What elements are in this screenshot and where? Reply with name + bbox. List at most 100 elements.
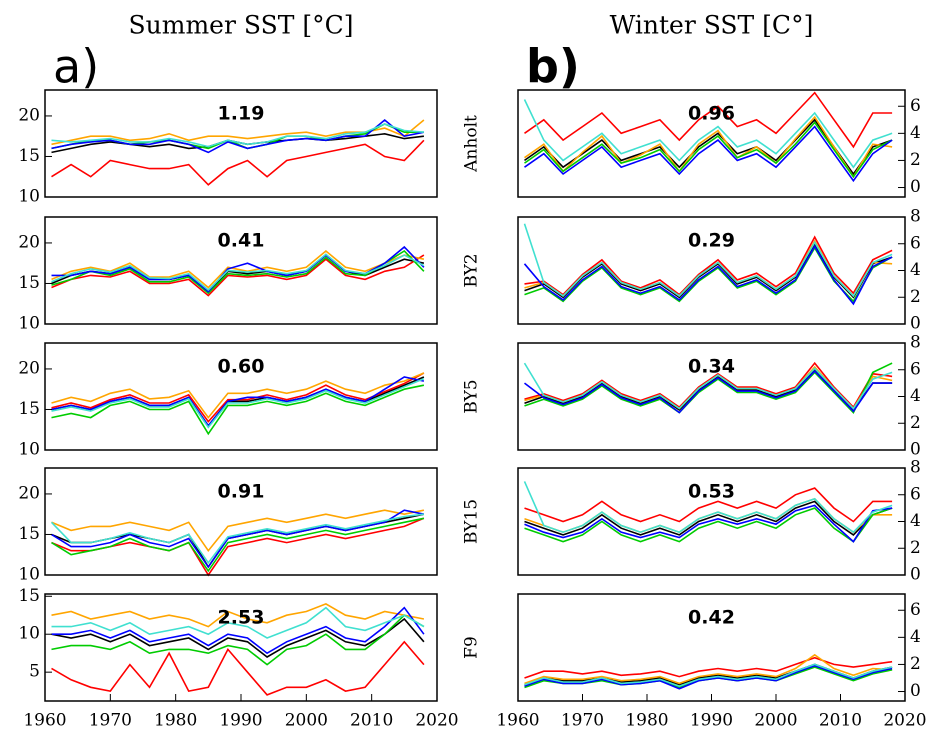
series-line bbox=[524, 504, 893, 543]
series-line bbox=[51, 372, 425, 419]
plot-frame bbox=[44, 89, 438, 198]
x-tick-label: 2010 bbox=[350, 711, 393, 731]
y-tick-label: 20 bbox=[18, 358, 40, 378]
column-title: Winter SST [C°] bbox=[610, 11, 814, 40]
y-tick-label: 2 bbox=[910, 413, 921, 433]
series-line bbox=[523, 223, 893, 298]
y-tick-label: 0 bbox=[910, 314, 921, 334]
y-tick-label: 20 bbox=[18, 483, 40, 503]
y-tick-label: 4 bbox=[910, 627, 921, 647]
series-line bbox=[524, 487, 893, 523]
series-line bbox=[51, 640, 425, 696]
y-axis-label: BY5 bbox=[462, 379, 482, 413]
annotation: 0.53 bbox=[688, 481, 735, 503]
series-line bbox=[524, 115, 893, 179]
series-line bbox=[524, 242, 893, 299]
series-line bbox=[524, 507, 893, 543]
series-line bbox=[51, 123, 424, 148]
series-line bbox=[51, 377, 425, 429]
series-line bbox=[51, 509, 425, 553]
annotation: 2.53 bbox=[218, 607, 265, 629]
series-line bbox=[51, 617, 425, 658]
x-tick-label: 1970 bbox=[89, 711, 132, 731]
series-line bbox=[51, 606, 425, 655]
series-line bbox=[51, 517, 425, 573]
x-tick-label: 2020 bbox=[883, 711, 926, 731]
plot-frame bbox=[44, 467, 438, 576]
series-line bbox=[51, 376, 425, 428]
series-line bbox=[523, 481, 893, 534]
x-tick-label: 1980 bbox=[154, 711, 197, 731]
y-tick-label: 10 bbox=[18, 314, 40, 334]
x-tick-label: 1980 bbox=[625, 711, 668, 731]
y-tick-label: 15 bbox=[18, 399, 40, 419]
y-tick-label: 0 bbox=[910, 440, 921, 460]
y-tick-label: 8 bbox=[910, 458, 921, 478]
series-line bbox=[524, 235, 893, 296]
annotation: 0.41 bbox=[218, 230, 265, 252]
series-line bbox=[51, 384, 425, 436]
series-line bbox=[524, 663, 893, 687]
y-tick-label: 20 bbox=[18, 105, 40, 125]
y-tick-label: 0 bbox=[910, 177, 921, 197]
annotation: 0.42 bbox=[688, 607, 735, 629]
y-tick-label: 2 bbox=[910, 287, 921, 307]
annotation: 0.29 bbox=[688, 230, 735, 252]
y-tick-label: 15 bbox=[18, 273, 40, 293]
series-line bbox=[51, 372, 425, 423]
plot-frame bbox=[44, 216, 438, 325]
series-line bbox=[524, 664, 893, 690]
series-line bbox=[523, 362, 893, 410]
series-line bbox=[524, 246, 893, 303]
y-tick-label: 10 bbox=[18, 624, 40, 644]
y-axis-label: BY15 bbox=[462, 499, 482, 544]
y-tick-label: 15 bbox=[18, 524, 40, 544]
annotation: 0.60 bbox=[218, 356, 265, 378]
series-line bbox=[524, 369, 893, 414]
series-line bbox=[524, 500, 893, 536]
series-line bbox=[51, 253, 425, 292]
y-tick-label: 6 bbox=[910, 233, 921, 253]
series-line bbox=[51, 509, 425, 569]
y-axis-label: BY2 bbox=[462, 253, 482, 287]
x-tick-label: 2000 bbox=[754, 711, 797, 731]
x-tick-label: 2000 bbox=[285, 711, 328, 731]
y-tick-label: 10 bbox=[18, 187, 40, 207]
panel-label: a) bbox=[53, 40, 99, 94]
series-line bbox=[51, 249, 425, 295]
series-line bbox=[51, 614, 425, 666]
x-tick-label: 1960 bbox=[23, 711, 66, 731]
x-tick-label: 1960 bbox=[496, 711, 539, 731]
series-line bbox=[524, 653, 893, 685]
series-line bbox=[524, 121, 893, 179]
y-tick-label: 20 bbox=[18, 232, 40, 252]
y-axis-label: Anholt bbox=[462, 115, 482, 173]
series-line bbox=[51, 139, 425, 186]
y-axis-label: F9 bbox=[462, 636, 482, 659]
x-tick-label: 1970 bbox=[561, 711, 604, 731]
series-line bbox=[523, 244, 893, 306]
y-tick-label: 0 bbox=[910, 565, 921, 585]
series-line bbox=[524, 368, 893, 412]
series-line bbox=[524, 91, 893, 149]
y-tick-label: 4 bbox=[910, 260, 921, 280]
annotation: 0.34 bbox=[688, 356, 735, 378]
y-tick-label: 8 bbox=[910, 207, 921, 227]
series-line bbox=[523, 99, 893, 169]
y-tick-label: 8 bbox=[910, 333, 921, 353]
x-tick-label: 1990 bbox=[690, 711, 733, 731]
series-line bbox=[51, 254, 425, 297]
y-tick-label: 4 bbox=[910, 386, 921, 406]
y-tick-label: 4 bbox=[910, 123, 921, 143]
y-tick-label: 2 bbox=[910, 150, 921, 170]
y-tick-label: 6 bbox=[910, 359, 921, 379]
y-tick-label: 6 bbox=[910, 96, 921, 116]
series-line bbox=[51, 249, 425, 289]
y-tick-label: 4 bbox=[910, 511, 921, 531]
y-tick-label: 5 bbox=[29, 662, 40, 682]
series-line bbox=[524, 125, 893, 183]
plot-frame bbox=[44, 342, 438, 451]
column-title: Summer SST [°C] bbox=[129, 11, 354, 40]
annotation: 0.96 bbox=[688, 103, 735, 125]
